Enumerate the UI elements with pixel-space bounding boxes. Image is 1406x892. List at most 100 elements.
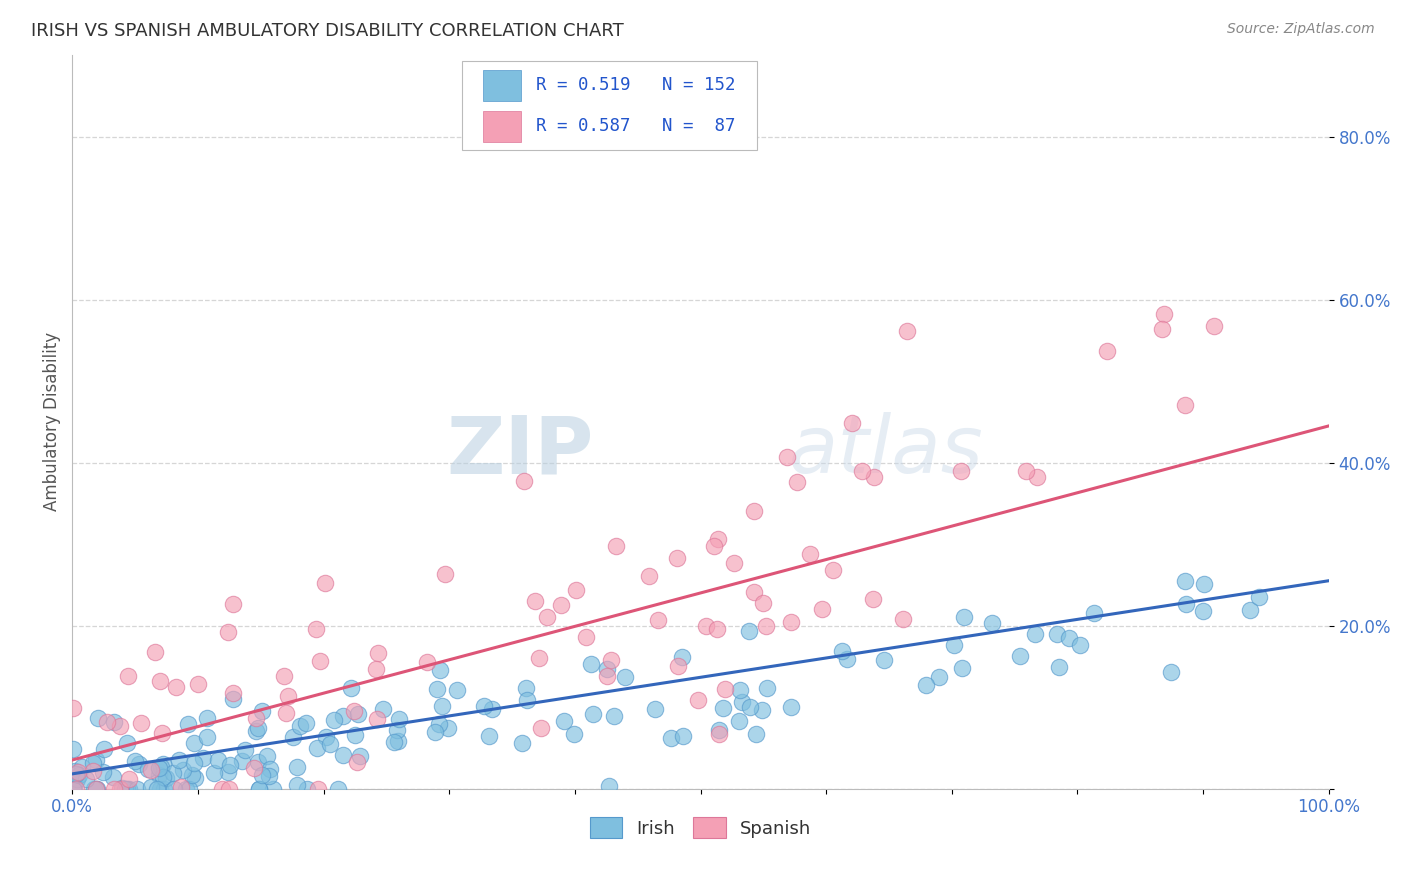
Point bbox=[184, 771, 207, 785]
Point bbox=[295, 715, 318, 730]
Point bbox=[129, 715, 152, 730]
Point bbox=[141, 780, 163, 794]
Point bbox=[666, 659, 689, 673]
Point bbox=[115, 736, 138, 750]
Point bbox=[579, 657, 602, 671]
Point bbox=[527, 650, 550, 665]
Point bbox=[599, 653, 621, 667]
Point bbox=[222, 597, 245, 611]
Point bbox=[711, 701, 734, 715]
Point bbox=[211, 781, 233, 796]
Point bbox=[745, 727, 768, 741]
Point bbox=[273, 668, 295, 682]
Point bbox=[943, 638, 966, 652]
Point bbox=[1046, 627, 1069, 641]
Point bbox=[62, 701, 84, 715]
Point bbox=[247, 781, 270, 796]
Point bbox=[605, 539, 627, 553]
Point bbox=[141, 763, 163, 777]
Point bbox=[799, 547, 821, 561]
Point bbox=[84, 781, 107, 796]
Text: Source: ZipAtlas.com: Source: ZipAtlas.com bbox=[1227, 22, 1375, 37]
Point bbox=[1026, 470, 1049, 484]
Point bbox=[614, 670, 637, 684]
Point bbox=[366, 712, 388, 726]
Point bbox=[75, 772, 97, 786]
Point bbox=[309, 654, 332, 668]
Point bbox=[707, 723, 730, 738]
Point bbox=[118, 772, 141, 786]
Point bbox=[115, 781, 138, 796]
Point bbox=[703, 539, 725, 553]
Point bbox=[1239, 603, 1261, 617]
Point bbox=[181, 767, 204, 781]
Point bbox=[387, 734, 409, 748]
Point bbox=[332, 709, 354, 723]
Point bbox=[276, 706, 298, 721]
Point bbox=[247, 755, 270, 769]
Point bbox=[187, 677, 209, 691]
Point bbox=[751, 703, 773, 717]
Point bbox=[728, 714, 751, 729]
Point bbox=[427, 716, 450, 731]
Point bbox=[644, 702, 666, 716]
Point bbox=[222, 692, 245, 706]
Point bbox=[550, 598, 572, 612]
Point bbox=[371, 702, 394, 716]
Point bbox=[706, 622, 728, 636]
Point bbox=[1057, 631, 1080, 645]
Text: ZIP: ZIP bbox=[447, 412, 593, 491]
Point bbox=[863, 470, 886, 484]
Point bbox=[891, 612, 914, 626]
Point bbox=[183, 756, 205, 770]
Point bbox=[242, 761, 264, 775]
Point bbox=[233, 742, 256, 756]
Point bbox=[367, 647, 389, 661]
Point bbox=[744, 503, 766, 517]
Point bbox=[62, 742, 84, 756]
Point bbox=[65, 767, 87, 781]
Point bbox=[437, 721, 460, 735]
Point bbox=[62, 781, 84, 796]
Point bbox=[553, 714, 575, 729]
Point bbox=[127, 781, 149, 796]
Point bbox=[841, 416, 863, 430]
Text: IRISH VS SPANISH AMBULATORY DISABILITY CORRELATION CHART: IRISH VS SPANISH AMBULATORY DISABILITY C… bbox=[31, 22, 624, 40]
Point bbox=[63, 776, 86, 790]
Point bbox=[516, 693, 538, 707]
Point bbox=[315, 731, 337, 745]
Point bbox=[707, 727, 730, 741]
Point bbox=[811, 602, 834, 616]
Point bbox=[218, 781, 240, 796]
Point bbox=[103, 714, 125, 729]
Point bbox=[245, 710, 267, 724]
Point bbox=[1153, 307, 1175, 321]
Point bbox=[262, 781, 284, 796]
Point bbox=[950, 464, 973, 478]
Point bbox=[93, 741, 115, 756]
Point bbox=[342, 704, 364, 718]
Point bbox=[953, 610, 976, 624]
Point bbox=[101, 770, 124, 784]
Point bbox=[1047, 660, 1070, 674]
Point bbox=[323, 714, 346, 728]
Point bbox=[582, 706, 605, 721]
Point bbox=[446, 683, 468, 698]
Point bbox=[515, 681, 537, 695]
Point bbox=[257, 769, 280, 783]
Point bbox=[162, 766, 184, 780]
Point bbox=[776, 450, 799, 464]
Point bbox=[285, 760, 308, 774]
Point bbox=[728, 682, 751, 697]
Point bbox=[319, 738, 342, 752]
Point bbox=[167, 753, 190, 767]
Point bbox=[183, 736, 205, 750]
Point bbox=[65, 781, 87, 796]
Point bbox=[481, 702, 503, 716]
Point bbox=[366, 662, 388, 676]
Point bbox=[1175, 597, 1198, 611]
Point bbox=[207, 753, 229, 767]
Point bbox=[713, 682, 735, 697]
Point bbox=[786, 475, 808, 489]
Point bbox=[434, 567, 457, 582]
